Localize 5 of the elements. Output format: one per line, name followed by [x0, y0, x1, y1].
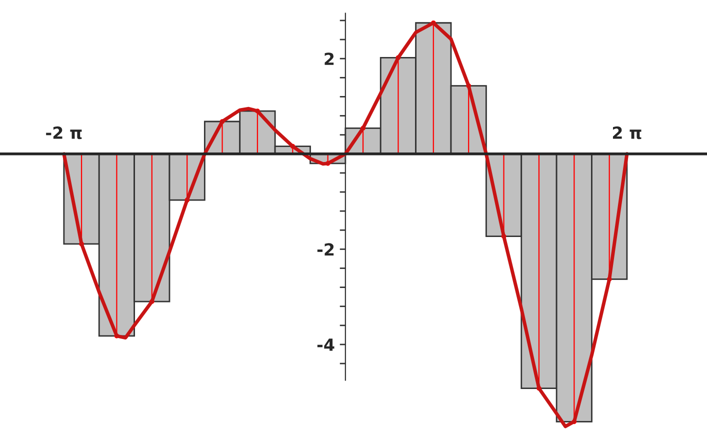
y-tick-label: -2	[317, 243, 334, 256]
x-tick-label: -2 π	[46, 126, 82, 140]
y-tick-label: 2	[324, 52, 334, 65]
x-tick-label: 2 π	[612, 126, 642, 140]
y-tick-label: -4	[317, 338, 334, 351]
